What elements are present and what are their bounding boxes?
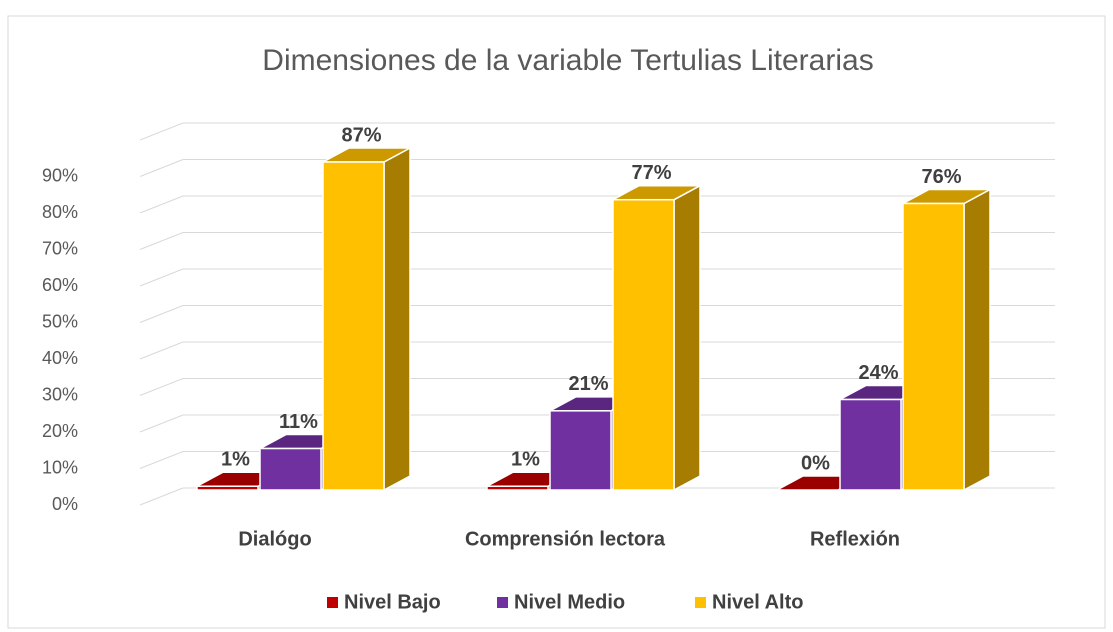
- y-tick-label: 30%: [42, 384, 78, 404]
- grid-line: [139, 268, 184, 287]
- chart-title: Dimensiones de la variable Tertulias Lit…: [262, 44, 873, 77]
- data-label: 11%: [279, 411, 318, 433]
- grid-line: [139, 305, 184, 323]
- y-tick-label: 0%: [52, 494, 78, 514]
- grid-line: [139, 451, 184, 469]
- y-tick-label: 10%: [42, 457, 78, 477]
- grid-line: [139, 159, 184, 177]
- data-label: 1%: [511, 449, 540, 471]
- bar: [902, 202, 965, 491]
- data-label: 24%: [858, 362, 898, 384]
- bar: [259, 447, 322, 491]
- grid-line: [139, 341, 184, 360]
- legend-swatch: [327, 597, 338, 608]
- bar-side: [383, 146, 411, 492]
- grid-line: [139, 378, 184, 396]
- data-label: 1%: [221, 449, 250, 471]
- y-tick-label: 20%: [42, 421, 78, 441]
- legend-label: Nivel Bajo: [344, 591, 441, 613]
- x-tick-label: Dialógo: [238, 528, 311, 550]
- legend-label: Nivel Medio: [514, 591, 625, 613]
- x-tick-label: Comprensión lectora: [465, 528, 666, 550]
- bar: [612, 198, 675, 491]
- y-tick-label: 80%: [42, 202, 78, 222]
- legend-label: Nivel Alto: [712, 591, 804, 613]
- data-label: 0%: [801, 452, 830, 474]
- legend-swatch: [695, 597, 706, 608]
- grid-line: [139, 414, 184, 433]
- data-label: 77%: [631, 162, 671, 184]
- y-tick-label: 70%: [42, 238, 78, 258]
- data-label: 21%: [568, 373, 608, 395]
- grid-line: [139, 487, 184, 506]
- grid-line: [139, 232, 184, 250]
- bar-side: [963, 188, 991, 492]
- y-tick-label: 50%: [42, 311, 78, 331]
- grid-line: [139, 122, 184, 141]
- data-label: 87%: [341, 124, 381, 146]
- y-tick-label: 40%: [42, 348, 78, 368]
- bar: [196, 485, 259, 491]
- bar: [486, 485, 549, 491]
- legend-swatch: [497, 597, 508, 608]
- bar: [322, 161, 385, 491]
- x-tick-label: Reflexión: [810, 528, 900, 550]
- bar: [839, 398, 902, 491]
- grid-line: [139, 195, 184, 214]
- bar: [549, 410, 612, 491]
- y-tick-label: 60%: [42, 275, 78, 295]
- bar-side: [673, 184, 701, 492]
- data-label: 76%: [921, 166, 961, 188]
- y-tick-label: 90%: [42, 165, 78, 185]
